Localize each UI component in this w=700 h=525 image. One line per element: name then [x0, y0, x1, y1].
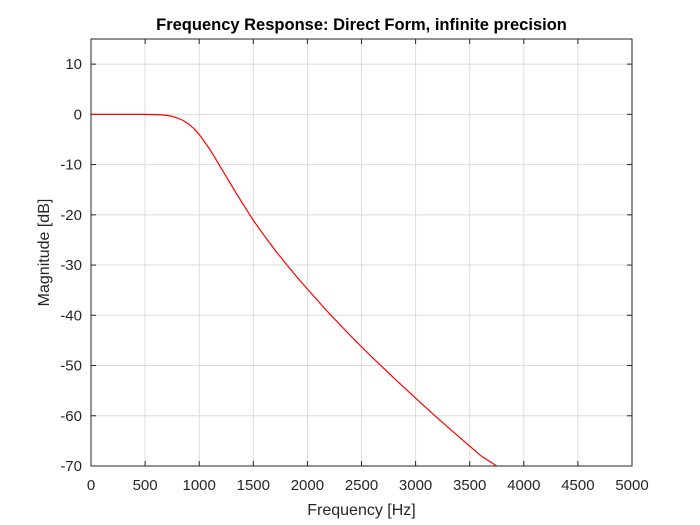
- y-tick-label: -60: [60, 408, 82, 425]
- x-tick-label: 2500: [345, 477, 378, 494]
- x-tick-label: 1500: [237, 477, 270, 494]
- y-tick-label: -30: [60, 257, 82, 274]
- x-tick-label: 0: [87, 477, 95, 494]
- y-axis-label: Magnitude [dB]: [36, 199, 53, 307]
- x-tick-label: 3000: [399, 477, 432, 494]
- y-tick-label: -40: [60, 307, 82, 324]
- x-tick-label: 2000: [291, 477, 324, 494]
- y-tick-label: -10: [60, 157, 82, 174]
- y-tick-label: -20: [60, 207, 82, 224]
- x-tick-label: 1000: [183, 477, 216, 494]
- y-tick-label: 0: [74, 106, 82, 123]
- x-tick-label: 3500: [453, 477, 486, 494]
- axes-box: [90, 38, 633, 467]
- grid: [90, 39, 633, 467]
- y-tick-label: -50: [60, 358, 82, 375]
- plot-area: [91, 113, 498, 466]
- x-tick-label: 4000: [507, 477, 540, 494]
- x-tick-label: 5000: [615, 477, 648, 494]
- chart-title: Frequency Response: Direct Form, infinit…: [156, 16, 567, 34]
- x-tick-label: 4500: [561, 477, 594, 494]
- y-tick-label: 10: [65, 56, 82, 73]
- x-axis-label: Frequency [Hz]: [307, 502, 415, 519]
- tick-labels: 0 500 1000 1500 2000 2500 3000 3500 4000 4500 5000…: [60, 56, 648, 494]
- series-line-0: [91, 113, 498, 466]
- y-tick-label: -70: [60, 458, 82, 475]
- x-tick-label: 500: [133, 477, 158, 494]
